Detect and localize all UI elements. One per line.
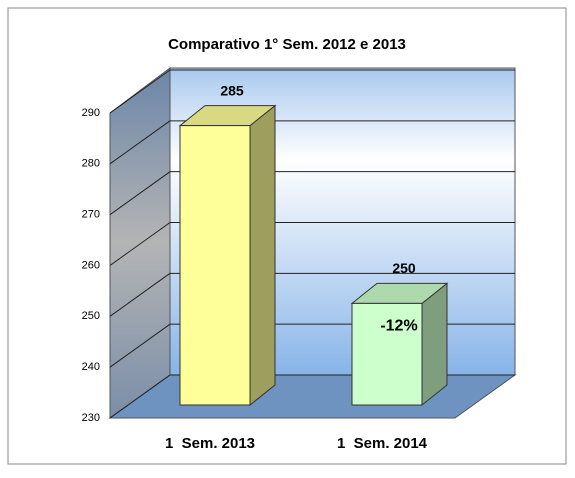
y-tick-label: 270 <box>82 209 100 221</box>
floor <box>108 374 517 419</box>
grid-line <box>109 171 171 216</box>
bar <box>351 302 423 406</box>
side-wall <box>109 67 171 419</box>
grid-line <box>109 69 171 114</box>
x-tick-label: 1 Sem. 2013 <box>165 435 255 452</box>
y-tick-label: 290 <box>82 107 100 119</box>
value-label: 285 <box>220 82 244 98</box>
value-label: 250 <box>392 260 416 276</box>
y-tick-label: 280 <box>82 158 100 170</box>
x-tick-label: 1 Sem. 2014 <box>337 435 428 452</box>
grid-line <box>109 323 171 368</box>
y-tick-label: 250 <box>82 310 100 322</box>
grid-line <box>109 374 171 419</box>
bar-side <box>421 282 448 407</box>
y-tick-label: 240 <box>82 361 100 373</box>
y-tick-label: 230 <box>82 412 100 424</box>
annotation: -12% <box>380 318 417 335</box>
grid-line <box>109 120 171 165</box>
bar <box>179 125 251 406</box>
grid-line <box>109 272 171 317</box>
chart-title: Comparativo 1° Sem. 2012 e 2013 <box>168 36 406 53</box>
y-tick-label: 260 <box>82 259 100 271</box>
grid-line <box>109 222 171 266</box>
bar-side <box>249 104 276 407</box>
